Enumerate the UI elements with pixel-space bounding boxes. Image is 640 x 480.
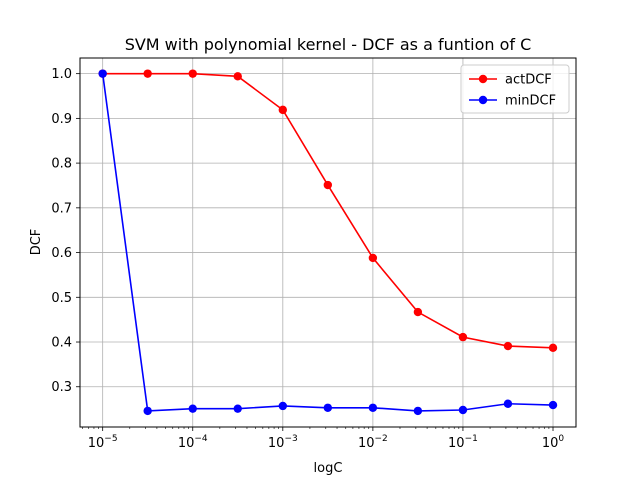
y-tick-label: 0.7 — [51, 201, 72, 216]
legend-label-minDCF: minDCF — [505, 94, 556, 109]
data-point-minDCF — [458, 405, 468, 415]
y-tick-label: 0.3 — [51, 380, 72, 395]
y-tick-label: 1.0 — [51, 67, 72, 82]
data-point-minDCF — [548, 400, 558, 410]
x-tick-label: 10−4 — [178, 434, 208, 451]
x-axis-label: logC — [314, 461, 343, 476]
x-tick-label: 10−3 — [268, 434, 298, 451]
x-tick-label: 10−1 — [448, 434, 478, 451]
data-point-actDCF — [503, 341, 513, 351]
data-point-actDCF — [368, 253, 378, 263]
legend-box — [460, 64, 570, 114]
x-tick-label: 100 — [542, 434, 565, 451]
data-point-actDCF — [233, 72, 242, 81]
axis-ticks: 10−5 10−4 10−3 10−2 10−1 100 0.3 0.4 0.5 0.6 0.7 0.… — [51, 67, 564, 451]
y-tick-label: 0.8 — [51, 157, 72, 172]
series-minDCF — [98, 69, 558, 416]
x-tick-label: 10−2 — [358, 434, 388, 451]
legend: actDCF minDCF — [460, 64, 570, 114]
data-point-minDCF — [188, 404, 197, 413]
grid — [80, 58, 576, 427]
data-point-actDCF — [278, 105, 288, 115]
y-tick-label: 0.5 — [51, 291, 72, 306]
data-point-actDCF — [413, 307, 423, 317]
data-point-actDCF — [548, 343, 558, 353]
data-point-actDCF — [323, 180, 333, 190]
legend-marker-minDCF — [478, 95, 488, 105]
y-tick-label: 0.6 — [51, 246, 72, 261]
legend-label-actDCF: actDCF — [505, 73, 552, 88]
data-point-actDCF — [143, 69, 152, 78]
data-point-minDCF — [233, 404, 242, 413]
data-point-actDCF — [188, 69, 197, 78]
data-point-minDCF — [323, 403, 333, 412]
data-point-actDCF — [458, 332, 468, 342]
y-tick-label: 0.4 — [51, 336, 72, 351]
data-point-minDCF — [503, 399, 513, 408]
legend-marker-actDCF — [478, 74, 488, 84]
x-tick-label: 10−5 — [88, 434, 118, 451]
data-point-minDCF — [143, 406, 152, 416]
data-point-minDCF — [98, 69, 107, 78]
data-point-minDCF — [368, 403, 378, 412]
chart-title: SVM with polynomial kernel - DCF as a fu… — [125, 35, 532, 54]
series-layer — [98, 69, 558, 416]
y-tick-label: 0.9 — [51, 112, 72, 127]
y-axis-label: DCF — [29, 229, 44, 256]
data-point-minDCF — [413, 406, 423, 416]
data-point-minDCF — [278, 401, 288, 411]
plot-frame — [79, 57, 577, 428]
